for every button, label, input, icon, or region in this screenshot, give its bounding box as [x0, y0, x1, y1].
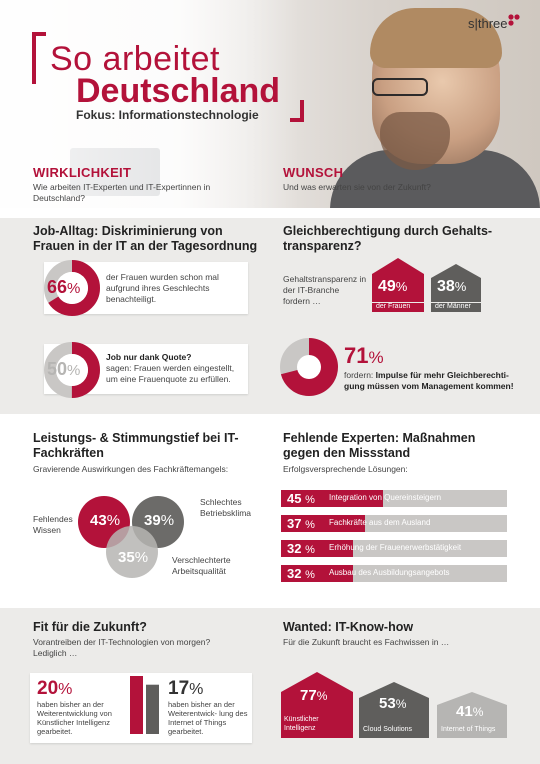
- stat2-value: 50%: [47, 359, 81, 379]
- performance-heading: Leistungs- & Stimmungstief bei IT-Fachkr…: [33, 431, 239, 460]
- experts-bar-row: 45 % Integration von Quereinsteigern: [281, 490, 507, 507]
- wanted-cloud-value: 53%: [379, 695, 407, 712]
- ai-text: haben bisher an der Weiterentwicklung vo…: [37, 700, 112, 736]
- stat1-text: der Frauen wurden schon mal aufgrund ihr…: [106, 272, 219, 304]
- experts-bar-chart: 45 % Integration von Quereinsteigern 37 % F…: [281, 490, 507, 586]
- stat1-value: 66%: [47, 277, 81, 297]
- stat2-text: sagen: Frauen werden eingestellt, um ein…: [106, 363, 235, 384]
- experts-bar-value: 32 %: [287, 566, 315, 581]
- venn-value-1: 43%: [90, 512, 121, 529]
- future-bar-chart: [130, 676, 159, 734]
- wanted-intro: Für die Zukunft braucht es Fachwissen in…: [283, 637, 450, 647]
- wish-label: WUNSCH: [283, 165, 344, 180]
- stat3-text: fordern: Impulse für mehr Gleichberechti…: [344, 370, 514, 391]
- experts-bar-row: 32 % Erhöhung der Frauenerwerbstätigkeit: [281, 540, 507, 557]
- women-label: der Frauen: [376, 303, 411, 310]
- experts-bar-label: Erhöhung der Frauenerwerbstätigkeit: [329, 543, 462, 552]
- experts-bar-label: Integration von Quereinsteigern: [329, 493, 442, 502]
- experts-bar: [281, 515, 365, 532]
- title-line2: Deutschland: [76, 72, 281, 110]
- cloud-house: [359, 682, 429, 738]
- logo-icon: [508, 14, 520, 26]
- bracket-bottom-right: [290, 100, 304, 122]
- women-value: 49%: [378, 278, 408, 295]
- title-line1: So arbeitet: [50, 40, 220, 78]
- logo: s|three: [468, 16, 508, 31]
- wanted-iot-value: 41%: [456, 703, 484, 720]
- person-hair: [370, 8, 502, 68]
- equality-heading: Gleichberechtigung durch Gehalts- transp…: [283, 224, 493, 253]
- hero-overlay: [0, 0, 300, 208]
- wanted-heading: Wanted: IT-Know-how: [283, 620, 414, 634]
- venn-label-1: Fehlendes Wissen: [33, 514, 73, 535]
- experts-bar-value: 37 %: [287, 516, 315, 531]
- experts-bar-row: 37 % Fachkräfte aus dem Ausland: [281, 515, 507, 532]
- experts-bar-label: Ausbau des Ausbildungsangebots: [329, 568, 450, 577]
- experts-bar: [281, 565, 354, 582]
- experts-bar-label: Fachkräfte aus dem Ausland: [329, 518, 431, 527]
- job-heading: Job-Alltag: Diskriminierung von Frauen i…: [33, 224, 258, 253]
- future-heading: Fit für die Zukunft?: [33, 620, 147, 634]
- ai-value: 20%: [37, 678, 73, 699]
- experts-bar: [281, 540, 354, 557]
- glasses: [372, 78, 428, 96]
- equality-intro: Gehaltstransparenz in der IT-Branche for…: [283, 274, 367, 306]
- experts-heading: Fehlende Experten: Maßnahmen gegen den M…: [283, 431, 476, 460]
- donut-66: [44, 260, 100, 316]
- venn-label-2: Schlechtes Betriebsklima: [200, 497, 252, 518]
- experts-bar: [281, 490, 383, 507]
- pie-71: [280, 338, 338, 396]
- future-bar: [130, 676, 143, 734]
- men-value: 38%: [437, 278, 467, 295]
- wanted-ai-label: Künstlicher Intelligenz: [284, 716, 319, 732]
- donut-50: [44, 342, 100, 398]
- stat3-value: 71%: [344, 343, 384, 368]
- stat2-title: Job nur dank Quote?: [106, 352, 192, 362]
- wanted-ai-value: 77%: [300, 687, 328, 704]
- venn-value-3: 35%: [118, 549, 149, 566]
- ai-house: [281, 672, 353, 738]
- wanted-iot-label: Internet of Things: [441, 726, 496, 733]
- experts-bar-row: 32 % Ausbau des Ausbildungsangebots: [281, 565, 507, 582]
- person-beard: [380, 112, 450, 170]
- venn-label-3: Verschlechterte Arbeitsqualität: [172, 555, 231, 576]
- men-house: [431, 264, 481, 312]
- venn-chart: [78, 496, 184, 578]
- subtitle: Fokus: Informationstechnologie: [76, 108, 259, 122]
- experts-intro: Erfolgsversprechende Lösungen:: [283, 464, 408, 474]
- women-house: [372, 258, 424, 312]
- future-intro: Vorantreiben der IT-Technologien von mor…: [33, 637, 211, 658]
- experts-bar-value: 32 %: [287, 541, 315, 556]
- reality-question: Wie arbeiten IT-Experten und IT-Expertin…: [33, 182, 211, 203]
- men-label: der Männer: [435, 303, 471, 310]
- iot-house: [437, 692, 507, 738]
- reality-label: WIRKLICHKEIT: [33, 165, 132, 180]
- performance-intro: Gravierende Auswirkungen des Fachkräftem…: [33, 464, 229, 474]
- iot-text: haben bisher an der Weiterentwick- lung …: [168, 700, 248, 736]
- experts-bar-value: 45 %: [287, 491, 315, 506]
- wish-question: Und was erwarten sie von der Zukunft?: [283, 182, 431, 192]
- wanted-cloud-label: Cloud Solutions: [363, 726, 413, 733]
- bracket-top-left: [32, 32, 46, 84]
- venn-value-2: 39%: [144, 512, 175, 529]
- iot-value: 17%: [168, 678, 204, 699]
- future-bar: [146, 684, 159, 734]
